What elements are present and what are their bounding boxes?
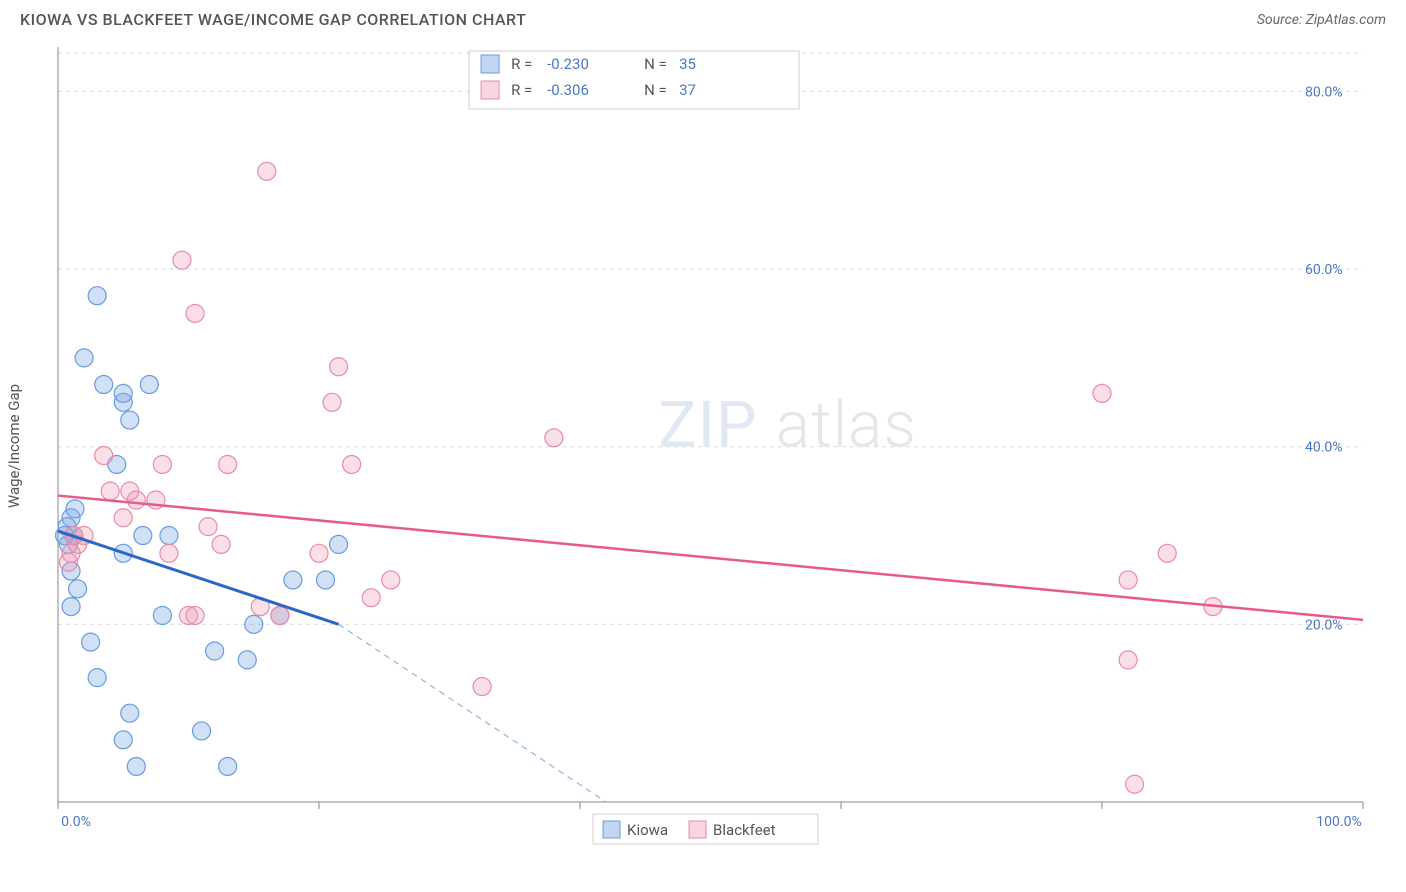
data-point-blackfeet xyxy=(186,606,204,624)
data-point-blackfeet xyxy=(1158,544,1176,562)
data-point-blackfeet xyxy=(1126,775,1144,793)
data-point-blackfeet xyxy=(160,544,178,562)
correlation-r-value: -0.230 xyxy=(547,55,589,73)
data-point-blackfeet xyxy=(362,589,380,607)
watermark: atlas xyxy=(776,388,917,463)
data-point-kiowa xyxy=(66,500,84,518)
data-point-blackfeet xyxy=(1119,651,1137,669)
data-point-kiowa xyxy=(114,731,132,749)
header: KIOWA VS BLACKFEET WAGE/INCOME GAP CORRE… xyxy=(0,0,1406,37)
data-point-kiowa xyxy=(69,580,87,598)
data-point-blackfeet xyxy=(173,251,191,269)
data-point-blackfeet xyxy=(199,518,217,536)
x-tick-label: 100.0% xyxy=(1316,814,1361,830)
data-point-kiowa xyxy=(134,527,152,545)
data-point-kiowa xyxy=(160,527,178,545)
y-tick-label: 40.0% xyxy=(1305,440,1343,456)
data-point-kiowa xyxy=(62,598,80,616)
correlation-swatch xyxy=(481,55,499,73)
data-point-kiowa xyxy=(330,535,348,553)
correlation-r-label: R = xyxy=(511,55,532,73)
data-point-blackfeet xyxy=(186,304,204,322)
x-tick-label: 0.0% xyxy=(61,814,91,830)
correlation-n-label: N = xyxy=(644,81,667,99)
data-point-kiowa xyxy=(153,606,171,624)
data-point-blackfeet xyxy=(212,535,230,553)
legend-swatch xyxy=(603,821,620,838)
data-point-kiowa xyxy=(238,651,256,669)
scatter-chart: 20.0% 40.0% 60.0% 80.0% ZIP atlas 0.0% 100.0% R … xyxy=(48,37,1373,882)
data-point-blackfeet xyxy=(258,162,276,180)
data-point-blackfeet xyxy=(153,455,171,473)
data-point-kiowa xyxy=(219,757,237,775)
data-point-kiowa xyxy=(121,411,139,429)
correlation-n-label: N = xyxy=(644,55,667,73)
data-point-blackfeet xyxy=(545,429,563,447)
y-tick-label: 80.0% xyxy=(1305,84,1343,100)
data-point-kiowa xyxy=(206,642,224,660)
data-point-blackfeet xyxy=(343,455,361,473)
data-point-kiowa xyxy=(245,615,263,633)
data-point-kiowa xyxy=(121,704,139,722)
data-point-blackfeet xyxy=(473,678,491,696)
data-point-kiowa xyxy=(140,376,158,394)
data-point-blackfeet xyxy=(114,509,132,527)
watermark: ZIP xyxy=(658,388,757,463)
data-point-blackfeet xyxy=(1093,384,1111,402)
y-axis-label: Wage/Income Gap xyxy=(5,384,23,508)
data-point-kiowa xyxy=(114,384,132,402)
y-tick-label: 60.0% xyxy=(1305,262,1343,278)
data-point-blackfeet xyxy=(382,571,400,589)
y-tick-label: 20.0% xyxy=(1305,617,1343,633)
correlation-n-value: 35 xyxy=(679,55,696,73)
data-point-kiowa xyxy=(88,669,106,687)
legend-swatch xyxy=(689,821,706,838)
data-point-blackfeet xyxy=(219,455,237,473)
correlation-r-value: -0.306 xyxy=(547,81,589,99)
data-point-blackfeet xyxy=(127,491,145,509)
data-point-blackfeet xyxy=(271,606,289,624)
legend-label: Blackfeet xyxy=(713,821,776,839)
data-point-blackfeet xyxy=(59,553,77,571)
data-point-blackfeet xyxy=(101,482,119,500)
correlation-n-value: 37 xyxy=(679,81,696,99)
legend-label: Kiowa xyxy=(627,821,668,839)
data-point-blackfeet xyxy=(95,447,113,465)
trendline-kiowa-extrapolated xyxy=(339,624,607,802)
data-point-blackfeet xyxy=(330,358,348,376)
data-point-kiowa xyxy=(127,757,145,775)
chart-container: 20.0% 40.0% 60.0% 80.0% ZIP atlas 0.0% 100.0% R … xyxy=(48,37,1386,882)
chart-title: KIOWA VS BLACKFEET WAGE/INCOME GAP CORRE… xyxy=(20,10,526,29)
data-point-kiowa xyxy=(75,349,93,367)
data-point-kiowa xyxy=(95,376,113,394)
data-point-kiowa xyxy=(88,287,106,305)
correlation-r-label: R = xyxy=(511,81,532,99)
data-point-blackfeet xyxy=(310,544,328,562)
correlation-swatch xyxy=(481,81,499,99)
data-point-blackfeet xyxy=(1119,571,1137,589)
data-point-kiowa xyxy=(193,722,211,740)
data-point-kiowa xyxy=(82,633,100,651)
source-label: Source: ZipAtlas.com xyxy=(1257,12,1386,28)
data-point-kiowa xyxy=(317,571,335,589)
data-point-kiowa xyxy=(284,571,302,589)
data-point-blackfeet xyxy=(323,393,341,411)
